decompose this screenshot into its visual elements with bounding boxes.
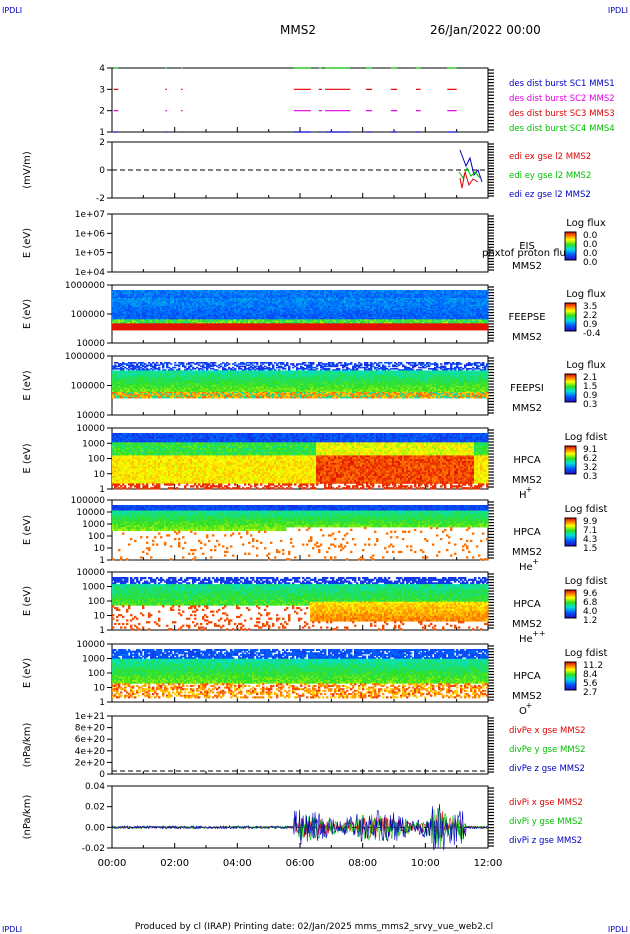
feepse-spectrogram xyxy=(112,290,488,330)
eis-ytick-label: 1e+07 xyxy=(75,210,105,220)
burst-ytick-label: 2 xyxy=(99,107,105,117)
edi-ylabel: (mV/m) xyxy=(22,151,33,189)
eis-ytick-label: 1e+04 xyxy=(75,268,106,278)
edi-ex-series xyxy=(460,172,478,188)
edi-legend-entry: edi ez gse l2 MMS2 xyxy=(509,190,591,200)
header-date: 26/Jan/2022 00:00 xyxy=(430,23,541,37)
corner-label-top-left: IPDLI xyxy=(2,6,22,15)
corner-label-bottom-left: IPDLI xyxy=(2,925,22,934)
burst-legend-entry: des dist burst SC2 MMS2 xyxy=(509,94,615,104)
burst-legend-entry: des dist burst SC1 MMS1 xyxy=(509,79,615,89)
feepse-ytick-label: 10000 xyxy=(76,339,105,349)
eis-overlay-label: phxtof proton flux xyxy=(482,248,572,259)
feepse-ylabel: E (eV) xyxy=(22,299,33,329)
burst-ytick-label: 4 xyxy=(99,64,105,74)
burst-legend-entry: des dist burst SC3 MMS3 xyxy=(509,109,615,119)
eis-cbar-tick: 0.0 xyxy=(583,258,598,268)
corner-label-top-right: IPDLI xyxy=(608,6,628,15)
eis-frame xyxy=(112,214,488,272)
burst-ytick-label: 1 xyxy=(99,128,105,138)
feepse-ytick-label: 100000 xyxy=(71,310,106,320)
eis-cbar xyxy=(565,232,576,260)
eis-ylabel: E (eV) xyxy=(22,228,33,258)
burst-frame xyxy=(112,68,488,132)
edi-ytick-label: 2 xyxy=(99,138,105,148)
corner-label-bottom-right: IPDLI xyxy=(608,925,628,934)
burst-legend-entry: des dist burst SC4 MMS4 xyxy=(509,124,615,134)
feepse-ytick-label: 1000000 xyxy=(65,281,105,291)
edi-ytick-label: 0 xyxy=(99,166,105,176)
eis-cbar-title: Log flux xyxy=(566,218,606,229)
edi-ytick-label: -2 xyxy=(96,194,105,204)
eis-spacecraft: MMS2 xyxy=(512,261,542,272)
eis-ytick-label: 1e+06 xyxy=(75,229,106,239)
eis-ytick-label: 1e+05 xyxy=(75,249,105,259)
edi-legend-entry: edi ex gse l2 MMS2 xyxy=(509,152,591,162)
edi-legend-entry: edi ey gse l2 MMS2 xyxy=(509,171,591,181)
burst-ytick-label: 3 xyxy=(99,85,105,95)
header-spacecraft: MMS2 xyxy=(280,23,316,37)
